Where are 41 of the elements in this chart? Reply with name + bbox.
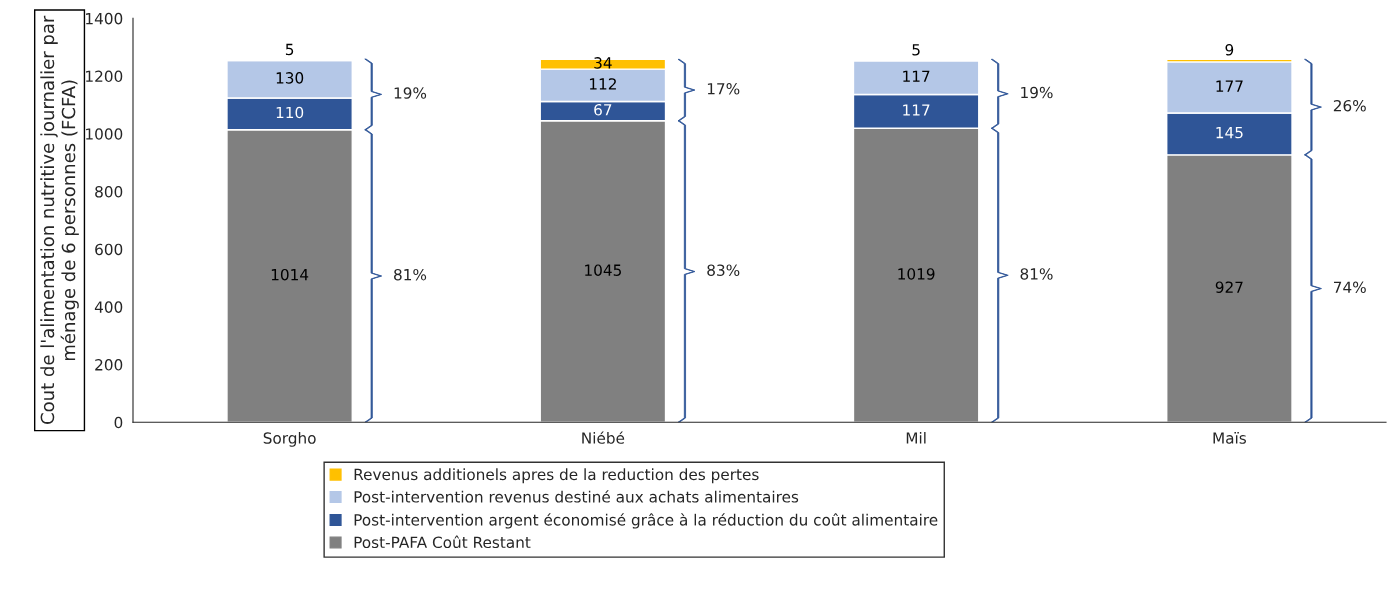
data-label: 67 [594, 103, 612, 116]
data-label: 1019 [898, 268, 935, 280]
data-label: 177 [1216, 80, 1243, 92]
annotation: 19% [1021, 86, 1053, 99]
data-label: 110 [276, 106, 304, 119]
y-tick-label: 800 [95, 185, 123, 198]
x-tick-label: Maïs [1213, 432, 1246, 444]
x-tick-label: Sorgho [263, 432, 316, 447]
y-axis-title: Cout de l'alimentation nutritive journalier par ménage de 6 personnes (FCFA) [40, 15, 79, 424]
annotation: 81% [1020, 268, 1053, 280]
annotation: 74% [1334, 281, 1366, 293]
data-label: 117 [903, 104, 930, 116]
y-tick-label: 400 [94, 301, 123, 313]
y-tick-label: 0 [114, 416, 123, 429]
y-tick-label: 600 [95, 243, 123, 256]
data-label: 145 [1216, 126, 1243, 139]
data-label: 34 [594, 57, 612, 69]
y-tick-label: 1400 [86, 12, 123, 25]
y-tick-label: 1200 [86, 70, 123, 83]
annotation: 17% [707, 82, 740, 95]
x-tick-label: Mil [906, 432, 926, 444]
legend-label: Post-intervention revenus destiné aux achats alimentaires [354, 490, 799, 503]
annotation: 26% [1333, 99, 1366, 112]
annotation: 83% [707, 264, 740, 276]
data-label: 9 [1225, 43, 1234, 56]
x-tick-label: Niébé [582, 431, 625, 444]
data-label: 130 [276, 72, 304, 84]
legend-label: Revenus additionels apres de la reduction des pertes [354, 468, 759, 484]
data-label: 1045 [585, 264, 621, 276]
y-tick-label: 1000 [86, 128, 123, 140]
data-label: 112 [589, 78, 616, 90]
data-label: 927 [1215, 281, 1243, 293]
data-label: 5 [285, 43, 294, 56]
data-label: 117 [903, 70, 930, 82]
legend-label: Post-intervention argent économisé grâce à la réduction du coût alimentaire [354, 513, 938, 529]
y-tick-label: 200 [95, 359, 123, 371]
data-label: 1014 [271, 268, 309, 281]
legend-label: Post-PAFA Coût Restant [354, 535, 531, 549]
annotation: 81% [394, 268, 427, 281]
data-label: 5 [912, 44, 920, 56]
annotation: 19% [394, 87, 427, 99]
